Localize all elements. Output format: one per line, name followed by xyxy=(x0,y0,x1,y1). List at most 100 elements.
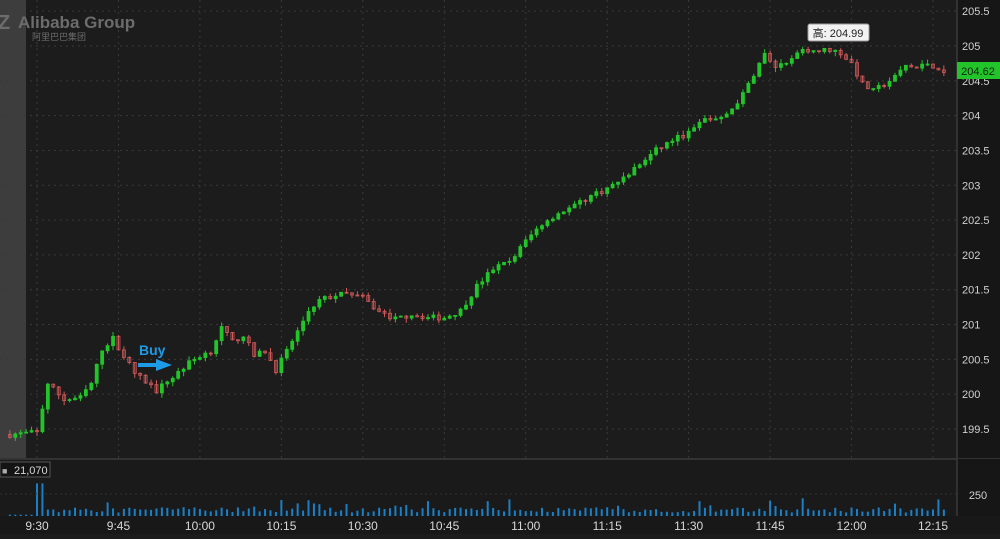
price-tick-label: 202.5 xyxy=(962,215,990,227)
volume-bar xyxy=(676,512,679,516)
candle-body xyxy=(51,383,56,388)
candle-body xyxy=(518,246,523,257)
volume-bar xyxy=(546,511,549,516)
volume-bar xyxy=(720,509,723,516)
candle-body xyxy=(578,200,582,205)
candle-body xyxy=(632,167,637,176)
candle-body xyxy=(724,113,729,118)
candle-body xyxy=(225,326,229,333)
candle-body xyxy=(105,345,110,352)
candle-body xyxy=(274,360,278,373)
candle-body xyxy=(512,256,517,262)
candle-body xyxy=(817,50,821,53)
candle-body xyxy=(230,332,235,341)
candle-body xyxy=(507,261,512,263)
candle-body xyxy=(116,335,121,351)
candle-body xyxy=(627,174,631,178)
candle-body xyxy=(40,408,45,433)
volume-bar xyxy=(182,507,185,516)
volume-bar xyxy=(589,508,592,516)
volume-bar xyxy=(932,509,934,516)
volume-bar xyxy=(25,514,28,516)
volume-bar xyxy=(209,511,212,516)
candle-body xyxy=(350,292,354,296)
volume-bar xyxy=(443,512,446,516)
price-tick-label: 200.5 xyxy=(962,354,990,366)
volume-bar xyxy=(177,508,180,516)
time-tick-label: 10:30 xyxy=(348,519,378,533)
volume-bar xyxy=(828,512,831,516)
candle-body xyxy=(643,159,648,166)
volume-bar xyxy=(63,509,66,516)
volume-bar xyxy=(68,510,71,516)
candle-body xyxy=(377,308,382,312)
volume-bar xyxy=(823,509,826,516)
candle-body xyxy=(67,399,72,402)
volume-bar xyxy=(46,509,49,516)
candle-body xyxy=(567,207,572,213)
candle-body xyxy=(263,350,267,354)
volume-bar xyxy=(372,511,375,516)
candle-body xyxy=(165,381,170,385)
candle-body xyxy=(605,187,610,195)
volume-bar xyxy=(133,508,136,516)
candle-body xyxy=(29,430,34,433)
candle-body xyxy=(757,62,762,77)
candle-body xyxy=(458,308,463,316)
candle-body xyxy=(556,213,561,220)
candle-body xyxy=(876,85,881,90)
volume-bar xyxy=(508,499,511,516)
candle-body xyxy=(100,350,105,365)
volume-bar xyxy=(253,506,256,516)
volume-bar xyxy=(562,510,565,516)
volume-bar xyxy=(486,501,489,516)
candle-body xyxy=(827,47,832,52)
price-tick-label: 205 xyxy=(962,41,980,53)
volume-bar xyxy=(551,511,554,516)
price-tick-label: 203.5 xyxy=(962,145,990,157)
candle-body xyxy=(382,310,387,314)
candle-body xyxy=(366,295,371,302)
candle-body xyxy=(371,301,376,310)
candle-body xyxy=(800,48,805,54)
volume-bar xyxy=(492,507,495,516)
candle-body xyxy=(692,127,696,132)
time-tick-label: 12:00 xyxy=(837,519,867,533)
candle-body xyxy=(833,49,838,52)
candle-body xyxy=(355,294,360,297)
candle-body xyxy=(654,147,658,155)
volume-bar xyxy=(399,506,402,516)
volume-bar xyxy=(779,509,782,516)
volume-bar xyxy=(198,508,201,516)
candle-body xyxy=(78,395,83,399)
volume-bar xyxy=(329,507,332,516)
candle-body xyxy=(420,315,425,320)
volume-bar xyxy=(19,514,22,516)
candle-body xyxy=(480,281,485,285)
candle-body xyxy=(550,218,555,222)
candle-body xyxy=(485,272,490,283)
candle-body xyxy=(491,269,496,273)
volume-bar xyxy=(584,507,587,516)
volume-bar xyxy=(312,503,315,516)
volume-bar xyxy=(736,507,739,516)
candle-body xyxy=(24,431,29,434)
candle-body xyxy=(665,142,669,149)
candle-body xyxy=(284,348,289,359)
volume-bar xyxy=(41,483,44,516)
volume-bar xyxy=(432,508,435,516)
candle-body xyxy=(534,228,539,236)
time-tick-label: 12:15 xyxy=(918,519,948,533)
time-tick-label: 11:15 xyxy=(593,519,622,533)
volume-bar xyxy=(796,509,799,516)
time-tick-label: 11:45 xyxy=(756,519,785,533)
candle-body xyxy=(599,191,604,195)
volume-bar xyxy=(812,510,815,516)
candle-body xyxy=(822,47,827,52)
volume-bar xyxy=(84,508,87,516)
volume-bar xyxy=(617,505,620,516)
volume-bars xyxy=(8,483,945,516)
volume-bar xyxy=(106,502,109,516)
